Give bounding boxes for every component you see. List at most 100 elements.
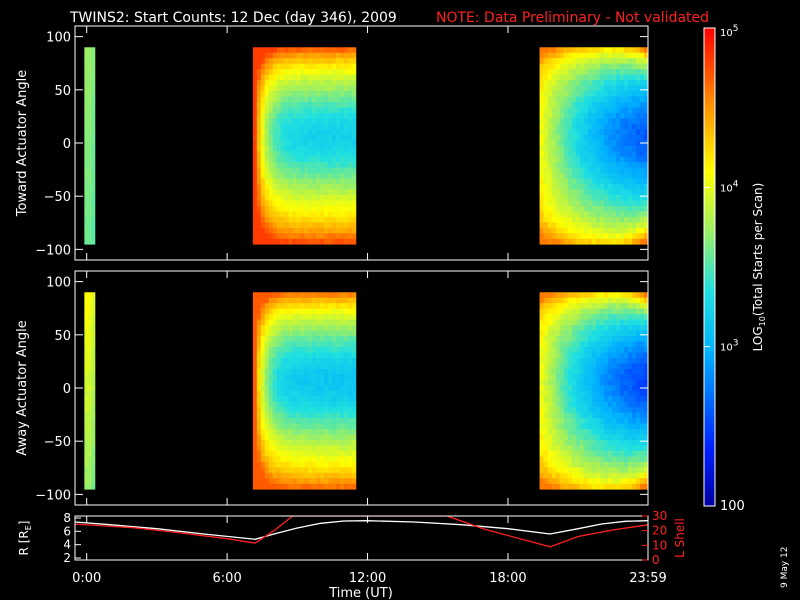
heatmap-cell [332,134,337,141]
heatmap-cell [324,58,329,65]
heatmap-cell [555,303,561,310]
heatmap-cell [587,85,593,92]
heatmap-cell [312,330,317,337]
heatmap-cell [599,445,605,452]
heatmap-cell [579,123,585,130]
heatmap-cell [336,385,341,392]
heatmap-cell [595,325,601,331]
heatmap-cell [324,478,329,485]
heatmap-cell [575,319,581,326]
heatmap-cell [340,330,345,337]
heatmap-cell [312,189,317,196]
heatmap-cell [623,107,629,114]
heatmap-cell [276,167,281,174]
heatmap-cell [543,129,549,136]
heatmap-cell [296,412,301,419]
heatmap-cell [252,429,258,435]
heatmap-cell [280,162,285,169]
heatmap-cell [87,222,92,229]
heatmap-cell [639,222,645,229]
heatmap-cell [575,346,581,353]
heatmap-cell [324,319,329,326]
heatmap-cell [343,222,349,229]
heatmap-cell [320,118,325,125]
heatmap-cell [272,336,278,342]
heatmap-cell [280,200,285,207]
heatmap-cell [607,423,613,430]
heatmap-cell [583,439,589,446]
heatmap-cell [627,91,633,97]
heatmap-cell [559,211,565,218]
heatmap-cell [272,101,278,108]
heatmap-cell [351,407,357,414]
heatmap-cell [296,47,301,54]
heatmap-cell [555,292,561,299]
heatmap-cell [591,374,597,381]
heatmap-cell [332,314,337,321]
heatmap-cell [296,145,301,152]
heatmap-cell [579,319,585,326]
heatmap-cell [256,434,262,441]
heatmap-cell [607,140,613,147]
heatmap-cell [559,379,565,386]
heatmap-cell [276,91,281,97]
heatmap-cell [260,325,266,331]
heatmap-cell [91,450,96,457]
heatmap-cell [252,238,258,245]
heatmap-cell [324,96,329,103]
heatmap-cell [539,303,544,310]
heatmap-cell [340,418,345,424]
heatmap-cell [343,238,349,245]
heatmap-cell [260,445,266,452]
heatmap-cell [539,319,544,326]
heatmap-cell [563,69,569,76]
heatmap-cell [252,401,258,408]
heatmap-cell [347,85,353,92]
heatmap-cell [567,363,573,370]
heatmap-cell [304,101,309,108]
heatmap-cell [304,297,309,304]
heatmap-cell [328,297,333,304]
heatmap-cell [292,330,297,337]
heatmap-cell [563,200,569,207]
heatmap-cell [579,47,585,54]
heatmap-cell [571,112,577,119]
heatmap-cell [631,330,637,337]
heatmap-cell [559,385,565,392]
heatmap-cell [567,47,573,54]
heatmap-cell [272,346,278,353]
heatmap-cell [292,445,297,452]
heatmap-cell [91,238,96,245]
heatmap-cell [595,129,601,136]
heatmap-cell [623,412,629,419]
heatmap-cell [607,58,613,65]
heatmap-cell [555,74,561,81]
heatmap-cell [296,80,301,86]
heatmap-cell [324,336,329,342]
heatmap-cell [332,472,337,479]
heatmap-cell [336,314,341,321]
heatmap-cell [256,467,262,474]
heatmap-cell [296,162,301,169]
heatmap-cell [280,472,285,479]
heatmap-cell [599,47,605,54]
heatmap-cell [320,390,325,397]
heatmap-cell [595,134,601,141]
heatmap-cell [292,368,297,375]
heatmap-cell [635,396,641,403]
heatmap-cell [284,330,289,337]
heatmap-cell [539,472,544,479]
heatmap-cell [643,412,648,419]
heatmap-cell [579,390,585,397]
heatmap-cell [300,118,305,125]
heatmap-cell [603,173,609,179]
heatmap-cell [284,80,289,86]
heatmap-cell [623,85,629,92]
heatmap-cell [547,91,553,97]
heatmap-cell [351,205,357,212]
heatmap-cell [280,456,285,463]
heatmap-cell [260,156,266,163]
heatmap-cell [324,434,329,441]
left-tick-label: 6 [63,524,71,538]
heatmap-cell [551,379,557,386]
